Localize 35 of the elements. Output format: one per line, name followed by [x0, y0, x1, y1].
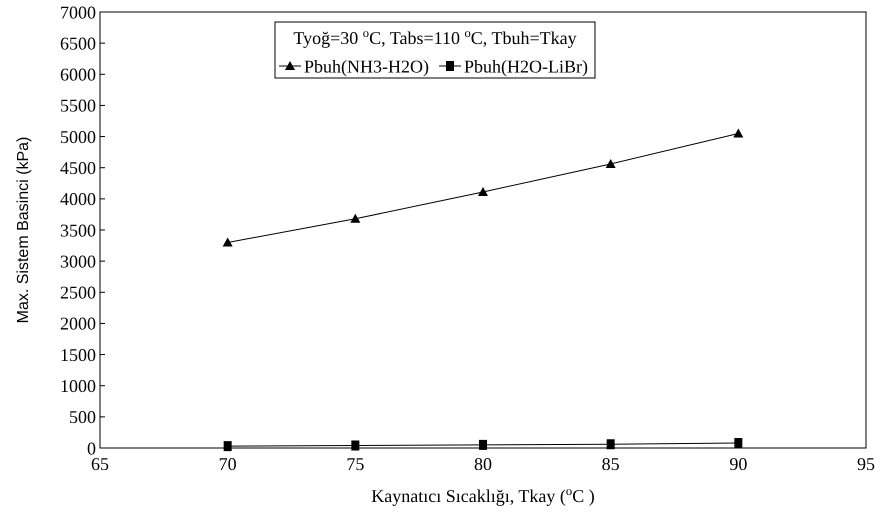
legend-label: Pbuh(NH3-H2O) — [304, 56, 429, 76]
point — [350, 214, 360, 223]
y-axis-title: Max. Sistem Basinci (kPa) — [15, 136, 32, 324]
point — [734, 438, 742, 448]
point — [606, 439, 615, 450]
x-tick-label: 85 — [602, 454, 620, 474]
x-tick-label: 80 — [474, 454, 492, 474]
y-tick-label: 1500 — [60, 344, 96, 365]
y-tick-label: 1000 — [60, 376, 96, 396]
y-tick-label: 500 — [69, 407, 96, 428]
y-tick-label: 6500 — [60, 33, 96, 54]
legend-label: Pbuh(H2O-LiBr) — [464, 56, 588, 76]
x-tick-label: 70 — [218, 454, 237, 474]
legend-title: Tyoğ=30 $^{o}$C, Tabs=110 $^{o}$C, Tbuh=Tkay — [293, 26, 577, 48]
y-tick-label: 2000 — [60, 314, 96, 334]
point — [222, 237, 233, 246]
x-tick-label: 75 — [346, 454, 364, 474]
y-tick-label: 6000 — [60, 64, 96, 85]
point — [479, 440, 487, 450]
x-tick-label: 90 — [729, 454, 748, 474]
y-tick-label: 7000 — [60, 2, 96, 22]
y-tick-label: 4000 — [60, 189, 96, 210]
y-tick-label: 3500 — [60, 220, 96, 240]
y-tick-label: 5000 — [60, 126, 96, 147]
x-axis-title: Kaynatıcı Sıcaklığı, Tkay ($^{o}$C ) — [371, 484, 595, 506]
x-tick-label: 95 — [857, 454, 875, 474]
point — [478, 187, 488, 196]
point — [351, 440, 360, 451]
y-tick-label: 4500 — [60, 158, 96, 178]
y-tick-label: 3000 — [60, 251, 96, 272]
point — [606, 158, 616, 168]
y-tick-label: 5500 — [60, 96, 96, 116]
point — [733, 128, 744, 138]
point — [224, 441, 232, 452]
y-tick-label: 2500 — [60, 282, 96, 303]
